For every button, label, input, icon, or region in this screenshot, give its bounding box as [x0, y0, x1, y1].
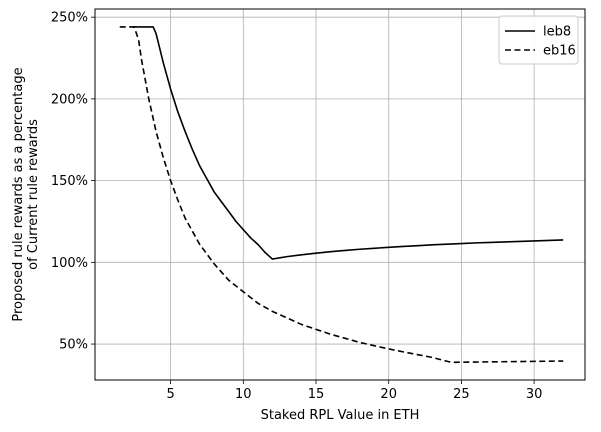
- grid-lines: [95, 9, 585, 380]
- series-lines: [119, 26, 564, 364]
- y-tick-label: 100%: [51, 256, 88, 271]
- y-tick-label: 200%: [51, 92, 88, 107]
- x-ticks: 5 10 15 20 25 30: [166, 380, 542, 402]
- y-axis-label: Proposed rule rewards as a percentage of…: [11, 67, 41, 321]
- x-tick-label: 10: [235, 387, 252, 402]
- x-tick-label: 5: [166, 387, 174, 402]
- legend-box: [498, 15, 579, 65]
- legend-label-eb16: eb16: [543, 44, 576, 59]
- x-tick-label: 15: [308, 387, 325, 402]
- series-line-leb8: [132, 26, 564, 260]
- y-tick-label: 150%: [51, 174, 88, 189]
- plot-frame: [94, 8, 586, 381]
- x-axis-label: Staked RPL Value in ETH: [261, 408, 420, 423]
- x-tick-label: 25: [453, 387, 470, 402]
- y-axis-label-line-2: of Current rule rewards: [26, 119, 41, 270]
- y-tick-label: 50%: [59, 338, 88, 353]
- y-tick-label: 250%: [51, 11, 88, 26]
- x-tick-label: 30: [526, 387, 543, 402]
- y-axis-label-line-1: Proposed rule rewards as a percentage: [11, 67, 26, 321]
- series-line-eb16: [119, 26, 564, 364]
- x-tick-label: 20: [380, 387, 397, 402]
- legend: leb8 eb16: [498, 15, 579, 65]
- y-ticks: 50% 100% 150% 200% 250%: [51, 11, 95, 353]
- legend-label-leb8: leb8: [543, 25, 571, 40]
